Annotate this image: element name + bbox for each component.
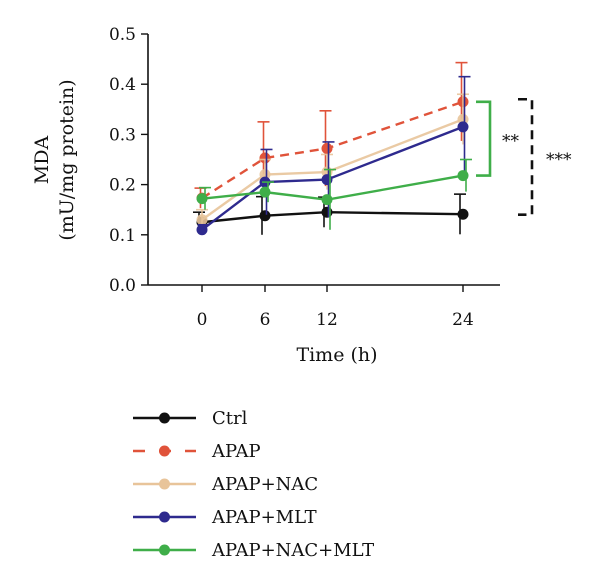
data-point <box>321 194 333 206</box>
data-point <box>259 152 271 164</box>
legend-swatch-marker <box>159 544 170 556</box>
legend-item: Ctrl <box>133 408 248 429</box>
significance-annotations: ***** <box>476 97 572 217</box>
data-point <box>259 169 271 181</box>
x-axis-label: Time (h) <box>296 344 377 366</box>
data-point <box>259 186 271 198</box>
y-tick-label: 0.5 <box>109 25 136 45</box>
legend-swatch-marker <box>159 445 170 457</box>
y-tick-label: 0.0 <box>109 276 136 296</box>
series-line <box>201 211 464 224</box>
x-tick-label: 0 <box>197 310 208 330</box>
x-tick-label: 6 <box>260 310 271 330</box>
x-tick-label: 12 <box>316 310 338 330</box>
data-point <box>457 113 469 125</box>
legend-swatch-marker <box>159 511 170 523</box>
series-line <box>201 174 464 201</box>
data-point <box>457 208 469 220</box>
data-point <box>321 142 333 154</box>
significance-bracket-double-star <box>476 100 492 177</box>
legend-label: APAP+NAC <box>211 474 318 495</box>
series-line <box>201 125 464 231</box>
significance-bracket-triple-star <box>518 97 534 217</box>
series-apap <box>194 61 469 209</box>
series-line <box>201 100 464 200</box>
series-line <box>201 118 464 221</box>
y-axis-label-line1: MDA <box>31 136 53 185</box>
y-tick-label: 0.1 <box>109 226 136 246</box>
y-tick-label: 0.4 <box>109 75 136 95</box>
significance-label-double-star: ** <box>502 132 520 152</box>
data-point <box>321 206 333 218</box>
legend-item: APAP+NAC <box>133 474 318 495</box>
legend-label: APAP+MLT <box>211 507 317 528</box>
legend-item: APAP+NAC+MLT <box>133 540 374 561</box>
legend-item: APAP+MLT <box>133 507 317 528</box>
axes <box>147 34 500 286</box>
legend: Ctrl APAP APAP+NAC APAP+MLT APAP+NAC+MLT <box>133 408 374 561</box>
series-apap-nac-mlt <box>196 158 472 230</box>
x-tick-label: 24 <box>452 310 474 330</box>
y-tick-label: 0.2 <box>109 176 136 196</box>
data-point <box>196 193 208 205</box>
y-tick-label: 0.3 <box>109 125 136 145</box>
data-point <box>196 224 208 236</box>
significance-label-triple-star: *** <box>546 150 572 170</box>
data-point <box>196 214 208 226</box>
legend-label: APAP <box>211 441 261 462</box>
legend-swatch-marker <box>159 412 170 424</box>
ticks: 0.0 0.1 0.2 0.3 0.4 0.5 0 6 12 24 <box>109 25 474 330</box>
data-point <box>457 121 469 133</box>
legend-label: APAP+NAC+MLT <box>211 540 374 561</box>
legend-item: APAP <box>133 441 261 462</box>
series-layer <box>193 61 472 236</box>
legend-label: Ctrl <box>212 408 248 429</box>
data-point <box>259 210 271 222</box>
data-point <box>321 174 333 186</box>
y-axis-label-line2: (mU/mg protein) <box>56 79 78 240</box>
legend-swatch-marker <box>159 478 170 490</box>
data-point <box>457 170 469 182</box>
